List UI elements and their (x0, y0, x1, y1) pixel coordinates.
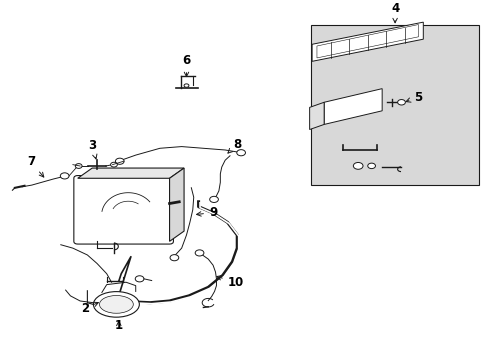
Circle shape (135, 276, 143, 282)
Ellipse shape (99, 296, 133, 313)
Circle shape (236, 150, 245, 156)
Text: 10: 10 (216, 276, 244, 289)
Polygon shape (169, 168, 183, 241)
Text: 8: 8 (227, 138, 241, 153)
Ellipse shape (93, 292, 139, 317)
Text: 9: 9 (196, 206, 217, 219)
Circle shape (397, 100, 405, 105)
Polygon shape (309, 102, 324, 130)
Circle shape (110, 162, 117, 167)
Circle shape (353, 162, 362, 169)
Bar (310, 25, 478, 185)
Polygon shape (311, 22, 423, 61)
Polygon shape (78, 168, 183, 178)
Circle shape (75, 164, 82, 168)
FancyBboxPatch shape (74, 176, 173, 244)
Bar (313, 27, 476, 183)
Circle shape (170, 255, 179, 261)
Circle shape (115, 158, 124, 164)
Text: 4: 4 (390, 2, 398, 23)
Text: 1: 1 (115, 319, 122, 332)
Circle shape (183, 84, 188, 87)
Circle shape (367, 163, 375, 168)
Text: 2: 2 (81, 302, 98, 315)
Circle shape (195, 250, 203, 256)
Circle shape (60, 173, 69, 179)
Text: 5: 5 (405, 91, 422, 104)
Text: 7: 7 (27, 155, 44, 177)
Text: 3: 3 (88, 139, 97, 159)
Circle shape (209, 196, 218, 202)
Text: 6: 6 (182, 54, 190, 77)
Polygon shape (324, 89, 382, 125)
